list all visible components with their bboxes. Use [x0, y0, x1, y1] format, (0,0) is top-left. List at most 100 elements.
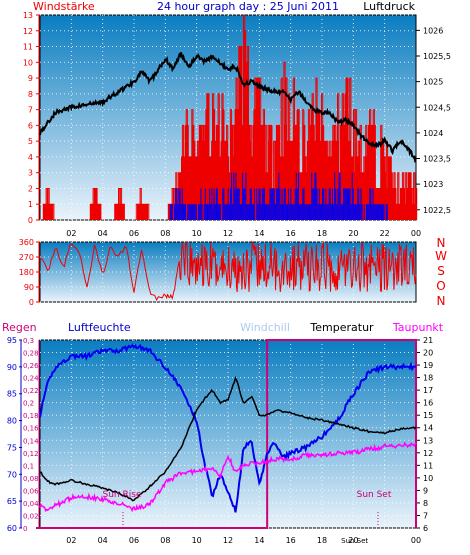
direction-axis-tick-label: 180: [19, 268, 34, 277]
rain-axis-tick-label: 0,12: [23, 450, 39, 458]
compass-label: S: [437, 264, 445, 278]
x-tick-label: 14: [254, 536, 264, 545]
direction-axis-tick-label: 0: [29, 298, 34, 307]
wind-axis-tick-label: 4: [28, 153, 33, 162]
wind-axis-tick-label: 12: [23, 27, 33, 36]
wind-axis-tick-label: 11: [23, 43, 33, 52]
x-tick-label: 20: [348, 229, 358, 238]
x-tick-label: 00: [411, 536, 421, 545]
rain-axis-tick-label: 0,08: [23, 475, 39, 483]
wind-direction-series: [39, 240, 417, 302]
rain-label: Regen: [2, 321, 37, 334]
rain-axis-tick-label: 0,06: [23, 487, 39, 495]
rain-axis-tick-label: 0,22: [23, 387, 39, 395]
sunrise-label: Sun Rise: [103, 490, 142, 500]
pressure-axis-tick-label: 1023,5: [423, 155, 451, 164]
temperature-line: [39, 376, 417, 502]
x-tick-label: 18: [317, 536, 327, 545]
rain-axis-tick-label: 0,2: [23, 400, 34, 408]
humidity-axis-tick-label: 70: [7, 470, 17, 479]
compass-label: N: [437, 236, 446, 250]
rain-axis-tick-label: 0,18: [23, 412, 39, 420]
rain-axis-tick-label: 0,16: [23, 425, 39, 433]
x-tick-label: Sun Set: [341, 537, 368, 545]
pressure-axis-tick-label: 1023: [423, 180, 443, 189]
temperature-axis-tick-label: 12: [423, 449, 433, 458]
x-tick-label: 16: [286, 229, 296, 238]
x-tick-label: 06: [129, 229, 139, 238]
wind-pressure-x-axis: 02 04 06 08 10 12 14 16 18 20 22 00: [66, 229, 421, 238]
direction-axis-tick-label: 270: [19, 253, 34, 262]
wind-axis-tick-label: 0: [28, 216, 33, 225]
windchill-label: Windchill: [240, 321, 290, 334]
temperature-axis-tick-label: 8: [423, 499, 428, 508]
temperature-axis-tick-label: 7: [423, 511, 428, 520]
chart-title: 24 hour graph day : 25 Juni 2011: [157, 0, 339, 13]
humidity-axis-tick-label: 80: [7, 417, 17, 426]
pressure-axis-tick-label: 1022,5: [423, 206, 451, 215]
pressure-axis-tick-label: 1026: [423, 26, 443, 35]
wind-axis-tick-label: 10: [23, 58, 33, 67]
pressure-axis: 1022,5 1023 1023,5 1024 1024,5 1025 1025,5 1026: [416, 26, 451, 215]
x-tick-label: 04: [98, 229, 108, 238]
dewpoint-line: [39, 441, 417, 513]
humidity-axis-tick-label: 60: [7, 524, 17, 533]
humidity-axis-tick-label: 75: [7, 443, 17, 452]
wind-axis-tick-label: 2: [28, 184, 33, 193]
x-tick-label: 00: [411, 229, 421, 238]
climate-series: [36, 339, 417, 529]
x-tick-label: 04: [98, 536, 108, 545]
temperature-axis-tick-label: 15: [423, 411, 433, 420]
temperature-axis-tick-label: 10: [423, 474, 433, 483]
temperature-axis-tick-label: 18: [423, 374, 433, 383]
compass-label: N: [437, 294, 446, 308]
dewpoint-label: Taupunkt: [392, 321, 444, 334]
x-tick-label: 06: [129, 536, 139, 545]
compass-label: W: [435, 249, 447, 263]
temperature-axis-tick-label: 20: [423, 349, 433, 358]
temperature-axis-tick-label: 21: [423, 336, 433, 345]
wind-axis-tick-label: 5: [28, 137, 33, 146]
x-tick-label: 16: [286, 536, 296, 545]
temperature-axis-tick-label: 13: [423, 436, 433, 445]
temperature-axis-tick-label: 6: [423, 524, 428, 533]
wind-axis-tick-label: 8: [28, 90, 33, 99]
wind-pressure-series: [39, 14, 418, 220]
x-tick-label: 02: [66, 536, 76, 545]
rain-axis-tick-label: 0,3: [23, 337, 34, 345]
temperature-axis-tick-label: 16: [423, 399, 433, 408]
wind-direction-axis: 0 90 180 270 360: [19, 238, 40, 307]
temperature-axis-tick-label: 11: [423, 461, 433, 470]
wind-strength-label: Windstärke: [33, 0, 95, 13]
humidity-axis: 60 65 70 75 80 85 90 95: [7, 336, 22, 533]
rain-axis-tick-label: 0,24: [23, 375, 39, 383]
rain-line: [36, 339, 417, 529]
temperature-label: Temperatur: [309, 321, 374, 334]
direction-axis-tick-label: 90: [24, 283, 34, 292]
x-tick-label: 08: [160, 229, 170, 238]
humidity-label: Luftfeuchte: [68, 321, 131, 334]
humidity-axis-tick-label: 85: [7, 390, 17, 399]
rain-axis-tick-label: 0: [23, 525, 27, 533]
direction-axis-tick-label: 360: [19, 238, 34, 247]
rain-axis-tick-label: 0,02: [23, 512, 39, 520]
temperature-axis-tick-label: 14: [423, 424, 433, 433]
x-tick-label: 10: [192, 229, 202, 238]
rain-axis-tick-label: 0,1: [23, 462, 34, 470]
temperature-axis: 6 7 8 9 10 11 12 13 14 15 16 17 18 19 20 21: [416, 336, 433, 533]
wind-axis-tick-label: 3: [28, 169, 33, 178]
x-tick-label: 18: [317, 229, 327, 238]
rain-axis-tick-label: 0,14: [23, 437, 39, 445]
rain-axis: 0 0,02 0,04 0,06 0,08 0,1 0,12 0,14 0,16 0,18 0,2 0…: [23, 337, 40, 533]
x-tick-label: 14: [254, 229, 264, 238]
pressure-axis-tick-label: 1025,5: [423, 52, 451, 61]
x-tick-label: 12: [223, 229, 233, 238]
wind-strength-line: [42, 14, 418, 220]
x-tick-label: 20: [348, 536, 358, 545]
temperature-axis-tick-label: 17: [423, 386, 433, 395]
